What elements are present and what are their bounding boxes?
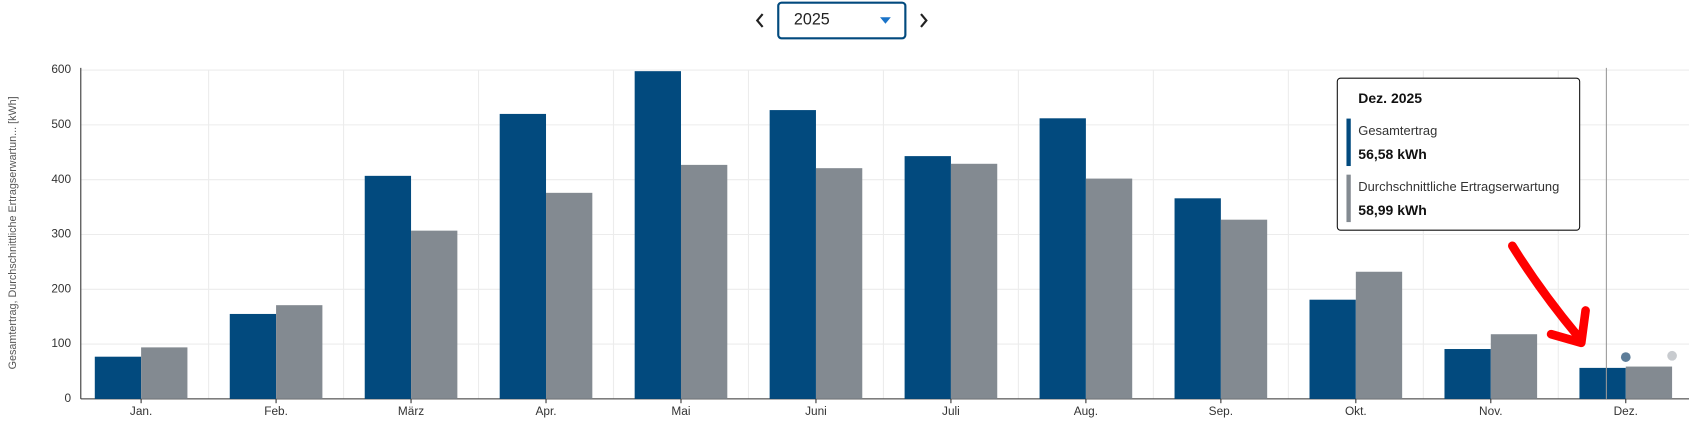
- bar: [1625, 366, 1673, 399]
- tooltip-value: 58,99 kWh: [1358, 202, 1426, 218]
- x-tick-label: Juni: [805, 404, 827, 418]
- bar: [1039, 118, 1086, 399]
- y-tick-label: 500: [51, 117, 71, 131]
- tooltip-series-name: Gesamtertrag: [1358, 123, 1437, 138]
- x-tick-label: Sep.: [1209, 404, 1233, 418]
- y-tick-label: 100: [51, 336, 71, 350]
- next-year-button[interactable]: [920, 13, 928, 28]
- x-tick-label: Apr.: [535, 404, 556, 418]
- y-axis-label: Gesamtertrag, Durchschnittliche Ertragse…: [7, 96, 19, 369]
- bar: [950, 163, 998, 399]
- tooltip-swatch: [1346, 174, 1351, 223]
- bar: [276, 305, 323, 399]
- tooltip-title: Dez. 2025: [1358, 90, 1422, 106]
- bar: [1309, 299, 1356, 399]
- x-tick-label: März: [398, 404, 424, 418]
- bar: [1355, 271, 1403, 399]
- bar: [364, 175, 412, 399]
- bar: [1085, 178, 1133, 399]
- y-tick-label: 200: [51, 281, 71, 295]
- x-tick-label: Jan.: [130, 404, 152, 418]
- x-tick-label: Nov.: [1479, 404, 1502, 418]
- bar: [680, 164, 728, 399]
- tooltip-swatch: [1346, 118, 1351, 167]
- bar: [229, 313, 277, 399]
- bar: [1174, 198, 1221, 399]
- bar: [769, 110, 816, 399]
- x-tick-label: Juli: [942, 404, 960, 418]
- hover-marker: [1620, 352, 1631, 362]
- bar: [1444, 349, 1491, 399]
- prev-year-button[interactable]: [755, 13, 764, 28]
- bar: [1220, 219, 1268, 399]
- hover-marker: [1667, 350, 1677, 361]
- x-tick-label: Mai: [671, 404, 690, 418]
- bar: [904, 156, 951, 399]
- year-value: 2025: [794, 11, 830, 29]
- x-tick-label: Aug.: [1074, 404, 1098, 418]
- tooltip-box: [1336, 77, 1581, 231]
- year-dropdown[interactable]: [777, 1, 907, 40]
- bar: [815, 168, 863, 399]
- x-tick-label: Feb.: [264, 404, 288, 418]
- y-tick-label: 600: [51, 62, 71, 76]
- tooltip-series-name: Durchschnittliche Ertragserwartung: [1358, 179, 1559, 194]
- annotation-arrow: [1508, 241, 1590, 348]
- x-tick-label: Okt.: [1345, 404, 1367, 418]
- bar: [411, 230, 458, 399]
- y-tick-label: 300: [51, 227, 71, 241]
- dropdown-caret: [880, 17, 891, 24]
- bar: [634, 71, 681, 399]
- bar: [546, 192, 593, 399]
- bar: [1579, 367, 1626, 399]
- bar: [141, 347, 188, 399]
- x-tick-label: Dez.: [1614, 404, 1638, 418]
- y-tick-label: 400: [51, 172, 71, 186]
- bar: [1490, 334, 1538, 399]
- bar: [94, 356, 142, 399]
- tooltip-value: 56,58 kWh: [1358, 146, 1426, 162]
- y-tick-label: 0: [65, 391, 72, 405]
- bar: [499, 113, 547, 399]
